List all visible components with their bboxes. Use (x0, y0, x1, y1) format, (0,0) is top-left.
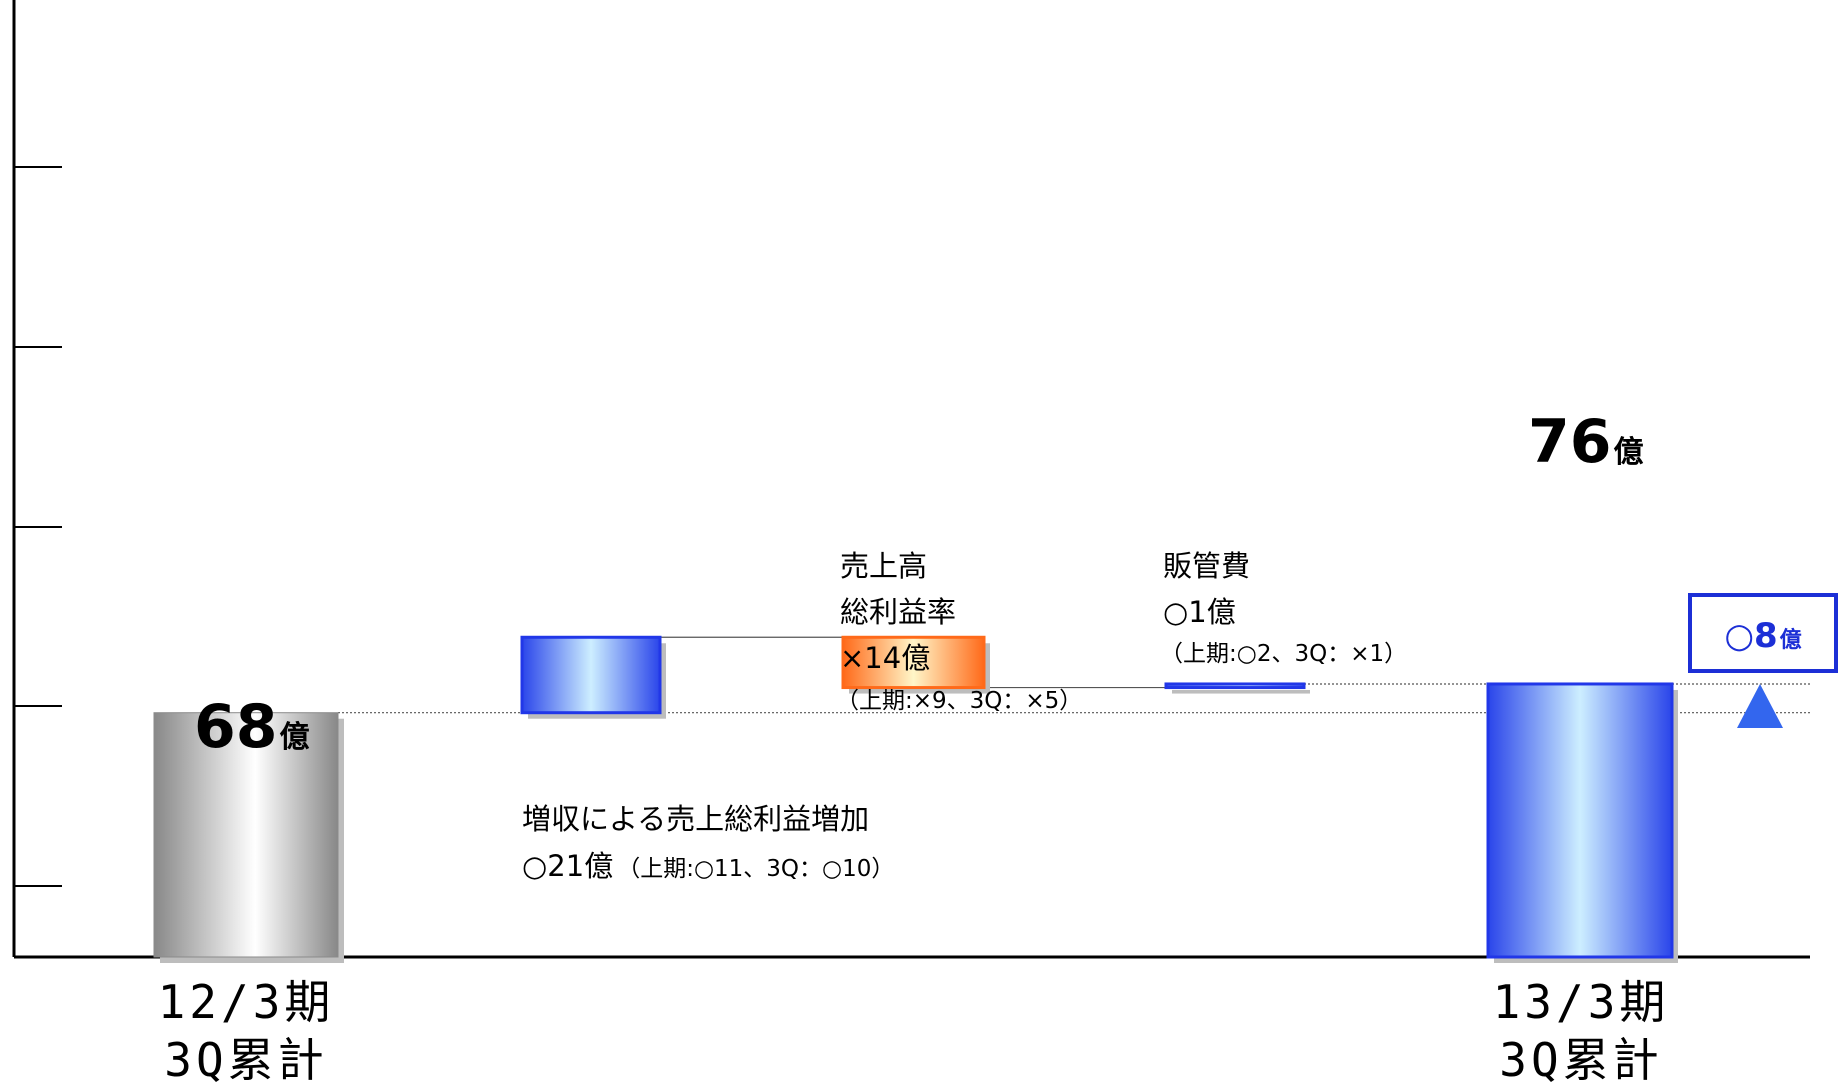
change-arrow (1737, 683, 1783, 728)
annotation-gross-margin-line2: 総利益率 (840, 595, 956, 629)
annotation-sales-increase-title: 増収による売上総利益増加 (522, 802, 869, 836)
change-badge-box (1688, 593, 1838, 673)
annotation-sales-increase-detail: ○21億 （上期:○11、3Q：○10） (522, 849, 894, 883)
start-value-label: 68億 (194, 692, 310, 762)
change-badge-number: ○8 (1724, 616, 1777, 656)
start-value-number: 68 (194, 692, 278, 762)
start-value-unit: 億 (280, 720, 310, 755)
annotation-gross-margin-value: ×14億 (840, 641, 930, 675)
category-label-end-line1: 13/3期 (1493, 975, 1670, 1029)
end-value-number: 76 (1528, 407, 1612, 477)
category-label-start-line2: 3Q累計 (164, 1033, 327, 1087)
bars (153, 635, 1678, 963)
annotation-sga-value: ○1億 (1163, 595, 1236, 629)
annotation-gross-margin-breakdown: （上期:×9、3Q：×5） (836, 688, 1082, 714)
bar-sales-increase (520, 635, 662, 715)
category-label-end-line2: 3Q累計 (1499, 1033, 1662, 1087)
end-value-label: 76億 (1528, 407, 1644, 477)
annotation-gross-margin-line1: 売上高 (840, 549, 927, 583)
bar-end (1486, 682, 1674, 959)
change-badge-label: ○8億 (1724, 616, 1801, 656)
change-badge-unit: 億 (1780, 627, 1802, 653)
annotation-sga-title: 販管費 (1163, 549, 1250, 583)
bar-gross-margin (841, 635, 986, 690)
bar-sga (1164, 682, 1306, 690)
annotation-sales-increase-breakdown: （上期:○11、3Q：○10） (617, 856, 894, 882)
annotation-sales-increase-value: ○21億 (522, 849, 613, 883)
y-axis (12, 0, 62, 957)
change-arrow-head (1737, 683, 1783, 728)
bar-start (153, 712, 339, 958)
connector-lines (338, 636, 1810, 714)
end-value-unit: 億 (1614, 435, 1644, 470)
bar-shadow-sga (1172, 689, 1310, 694)
annotation-sga-breakdown: （上期:○2、3Q：×1） (1160, 641, 1407, 667)
category-label-start-line1: 12/3期 (158, 975, 335, 1029)
